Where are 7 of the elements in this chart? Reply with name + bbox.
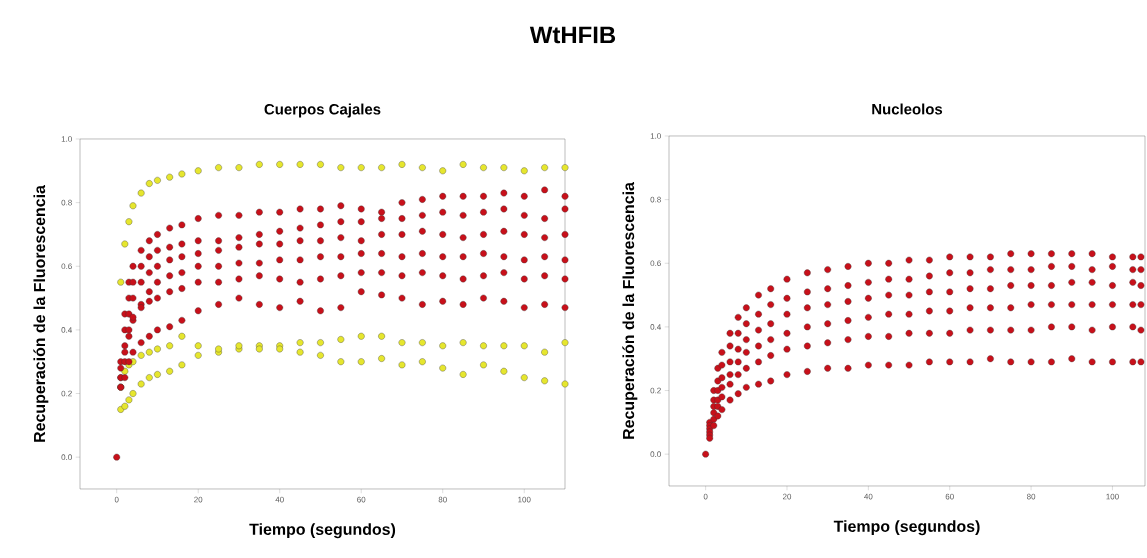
text: WtHFIB (529, 26, 616, 44)
chart-title: Cuerpos Cajales (264, 103, 381, 118)
y-axis-title: Recuperación de la Fluorescencia (622, 182, 638, 439)
x-axis-title: Tiempo (segundos) (833, 520, 980, 536)
y-axis-title: Recuperación de la Fluorescencia (33, 185, 49, 442)
x-axis-title: Tiempo (segundos) (249, 523, 396, 539)
chart-title: Nucleolos (872, 103, 943, 115)
